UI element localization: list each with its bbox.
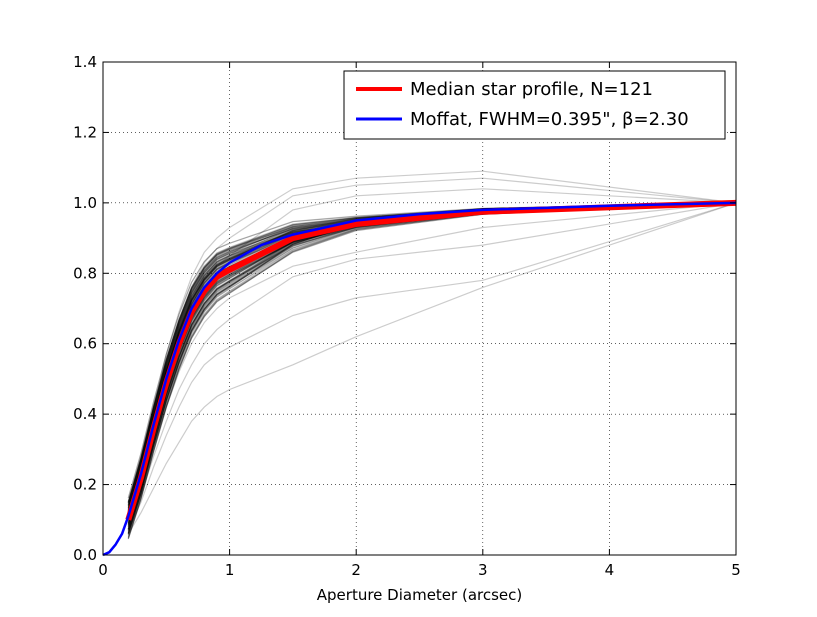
y-tick-label: 0.2 xyxy=(73,476,97,494)
star-profile-line xyxy=(127,202,737,511)
axis-ticks xyxy=(102,61,737,556)
star-profile-line xyxy=(127,202,737,534)
legend-moffat-label: Moffat, FWHM=0.395", β=2.30 xyxy=(410,109,689,130)
y-tick-label: 0.8 xyxy=(73,264,97,282)
x-tick-label: 3 xyxy=(478,561,488,579)
star-profile-line xyxy=(127,202,737,535)
star-profile-line xyxy=(127,202,737,509)
star-profile-line xyxy=(127,202,737,536)
star-profile-line xyxy=(127,202,737,499)
star-profile-line xyxy=(127,202,737,540)
star-profile-line xyxy=(127,202,737,532)
star-profile-line xyxy=(127,202,737,531)
star-profile-line xyxy=(127,202,737,538)
legend-box xyxy=(343,70,726,140)
star-profile-line xyxy=(127,177,737,517)
moffat-fit-line xyxy=(102,201,737,557)
star-profile-line xyxy=(127,202,737,502)
star-profile-line xyxy=(127,202,737,499)
star-profile-line xyxy=(127,202,737,539)
plot-frame xyxy=(102,61,737,556)
star-profile-line xyxy=(127,202,737,503)
star-profile-line xyxy=(127,202,737,531)
star-profile-line xyxy=(127,202,737,540)
star-profile-line xyxy=(127,202,737,502)
star-profile-line xyxy=(127,202,737,503)
star-profile-line xyxy=(127,202,737,534)
x-tick-labels: 0 1 2 3 4 5 xyxy=(98,561,741,579)
x-axis-label: Aperture Diameter (arcsec) xyxy=(317,586,522,604)
star-profile-line xyxy=(127,202,737,506)
legend: Median star profile, N=121 Moffat, FWHM=… xyxy=(343,70,726,140)
y-tick-label: 0.6 xyxy=(73,335,97,353)
main-series-lines xyxy=(102,199,737,557)
star-profile-line xyxy=(127,202,737,539)
star-profile-line xyxy=(127,170,737,513)
star-profile-line xyxy=(127,202,737,503)
plot-background xyxy=(103,62,736,555)
star-profile-line xyxy=(127,202,737,503)
y-tick-label: 0.0 xyxy=(73,546,97,564)
x-tick-label: 0 xyxy=(98,561,108,579)
legend-median-label: Median star profile, N=121 xyxy=(410,79,653,100)
star-profile-line xyxy=(127,202,737,524)
y-tick-label: 1.0 xyxy=(73,194,97,212)
star-profile-line xyxy=(127,202,737,509)
x-tick-label: 5 xyxy=(731,561,741,579)
star-profile-line xyxy=(127,202,737,528)
y-tick-label: 0.4 xyxy=(73,405,97,423)
star-profile-line xyxy=(127,202,737,507)
x-tick-label: 1 xyxy=(225,561,235,579)
star-profile-line xyxy=(127,202,737,505)
y-tick-label: 1.2 xyxy=(73,123,97,141)
star-profile-line xyxy=(127,202,737,538)
y-tick-labels: 0.0 0.2 0.4 0.6 0.8 1.0 1.2 1.4 xyxy=(73,53,97,564)
y-tick-label: 1.4 xyxy=(73,53,97,71)
x-tick-label: 4 xyxy=(605,561,615,579)
x-tick-label: 2 xyxy=(351,561,361,579)
